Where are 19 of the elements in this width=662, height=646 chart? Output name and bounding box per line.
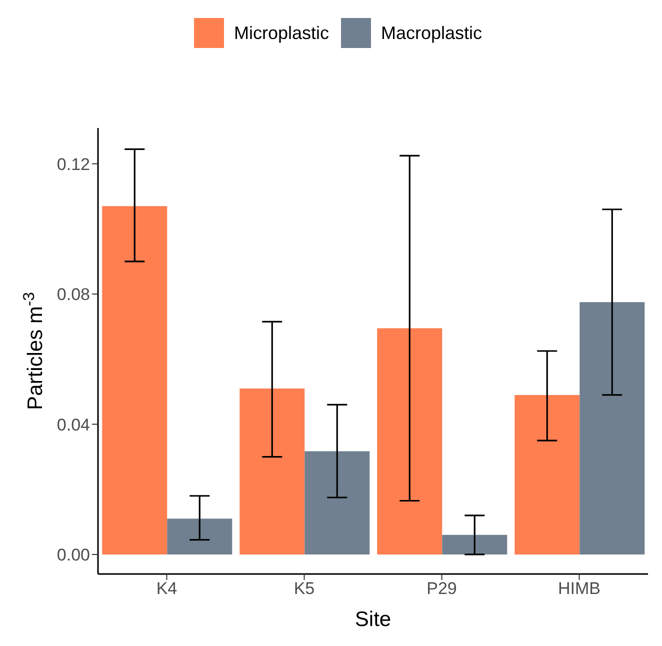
y-tick-label: 0.08 bbox=[56, 285, 90, 304]
x-tick-label: K5 bbox=[294, 579, 315, 598]
y-tick-label: 0.00 bbox=[56, 546, 90, 564]
x-tick-label: K4 bbox=[156, 579, 178, 598]
x-tick-label: P29 bbox=[426, 579, 457, 598]
bar bbox=[102, 206, 168, 554]
bar bbox=[240, 388, 305, 554]
x-tick-label: HIMB bbox=[558, 579, 600, 598]
y-tick-label: 0.12 bbox=[56, 154, 90, 174]
bar bbox=[304, 451, 370, 554]
y-tick-label: 0.04 bbox=[56, 415, 90, 434]
bar bbox=[442, 534, 508, 554]
legend-label: Macroplastic bbox=[381, 22, 482, 44]
legend-label: Microplastic bbox=[234, 22, 329, 44]
x-axis-title: Site bbox=[354, 608, 392, 631]
bar bbox=[377, 328, 442, 554]
bar bbox=[514, 394, 580, 554]
bar bbox=[580, 302, 645, 554]
bar bbox=[167, 518, 232, 554]
